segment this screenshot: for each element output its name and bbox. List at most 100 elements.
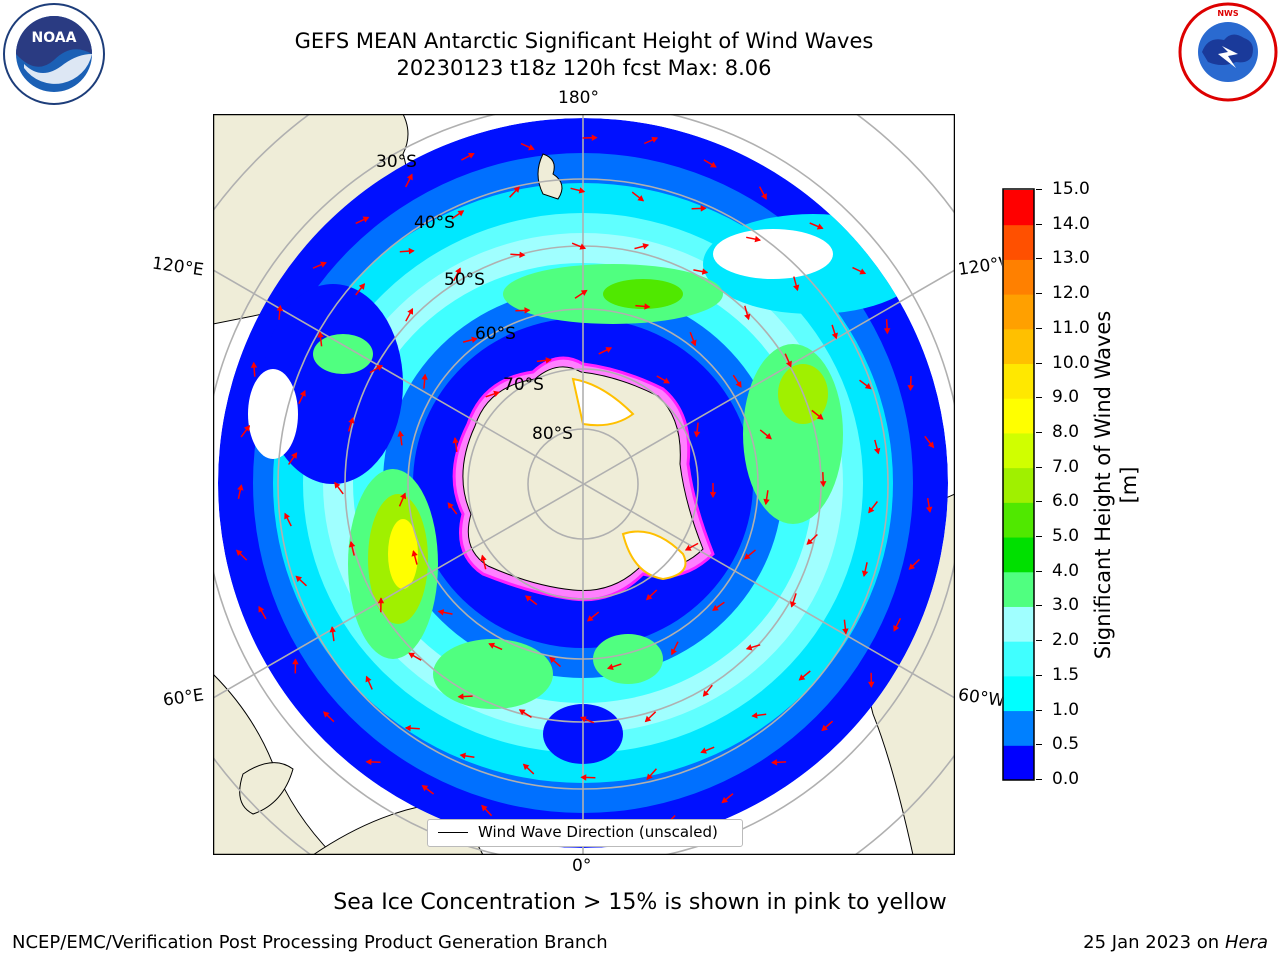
colorbar-label: Significant Height of Wind Waves [m] [1091, 310, 1141, 660]
map-subtitle: 20230123 t18z 120h fcst Max: 8.06 [396, 56, 772, 80]
colorbar-tick-label: 12.0 [1052, 283, 1090, 304]
colorbar-segment [1003, 641, 1034, 677]
wave-direction-arrowhead [684, 544, 692, 551]
wave-direction-arrowhead [709, 492, 717, 499]
colorbar-tick-label: 15.0 [1052, 179, 1090, 199]
wave-direction-arrowhead [452, 436, 459, 444]
wave-direction-arrowhead [842, 628, 849, 635]
wave-direction-arrowhead [925, 506, 933, 513]
wave-direction-arrowhead [690, 339, 697, 347]
wave-direction-arrowhead [651, 136, 659, 143]
colorbar-tick-label: 3.0 [1052, 595, 1080, 616]
lat-label-30s: 30°S [376, 152, 417, 172]
wave-direction-arrowhead [591, 134, 598, 141]
wave-direction-arrowhead [455, 267, 461, 275]
wave-direction-arrowhead [493, 390, 500, 397]
wave-direction-arrowhead [437, 609, 445, 616]
colorbar-segment [1003, 432, 1034, 469]
wave-direction-arrowhead [607, 663, 614, 670]
wave-direction-arrowhead [831, 332, 838, 340]
wave-direction-arrowhead [320, 261, 327, 268]
map-legend: Wind Wave Direction (unscaled) [427, 819, 743, 847]
colorbar-tick-mark [1036, 466, 1042, 468]
wave-direction-arrowhead [586, 615, 594, 622]
colorbar-tick-label: 10.0 [1052, 352, 1090, 373]
colorbar-segment [1003, 398, 1034, 434]
wave-direction-arrowhead [348, 540, 356, 548]
wave-direction-arrowhead [488, 642, 495, 649]
colorbar-tick-label: 5.0 [1052, 526, 1080, 547]
wave-direction-arrowhead [481, 804, 488, 812]
lat-label-80s: 80°S [532, 424, 573, 444]
colorbar-tick-mark [1036, 536, 1042, 538]
weddell-ice [621, 530, 687, 581]
wave-direction-arrowhead [524, 595, 532, 602]
wave-direction-arrowhead [406, 173, 413, 181]
footer-branch: NCEP/EMC/Verification Post Processing Pr… [12, 932, 608, 953]
legend-text: Wind Wave Direction (unscaled) [478, 823, 718, 841]
madagascar-land [239, 762, 294, 815]
wave-direction-arrowhead [580, 774, 587, 781]
wave-direction-arrowhead [459, 752, 466, 760]
wave-direction-arrowhead [291, 452, 298, 459]
wave-direction-arrowhead [237, 484, 244, 491]
wave-direction-arrowhead [522, 763, 530, 771]
wave-direction-arrowhead [642, 243, 650, 250]
wave-direction-arrowhead [700, 747, 707, 754]
wave-direction-arrowhead [868, 506, 875, 514]
colorbar-tick-mark [1036, 327, 1042, 329]
wave-direction-arrowhead [299, 390, 306, 397]
wave-direction-arrowhead [317, 331, 324, 338]
wave-direction-arrowhead [365, 758, 372, 766]
wave-direction-arrowhead [637, 195, 645, 202]
lat-label-60s: 60°S [475, 324, 516, 344]
colorbar-tick-label: 6.0 [1052, 491, 1080, 512]
wave-direction-arrowhead [751, 712, 758, 719]
wave-direction-arrowhead [859, 268, 867, 275]
wave-direction-arrowhead [580, 289, 588, 296]
wave-direction-arrowhead [798, 674, 806, 681]
colorbar-tick-mark [1036, 570, 1042, 572]
colorbar-tick-mark [1036, 605, 1042, 607]
wave-direction-arrowhead [743, 553, 751, 560]
svg-text:NWS: NWS [1217, 9, 1239, 18]
sea-ice-caption: Sea Ice Concentration > 15% is shown in … [333, 890, 947, 915]
colorbar-segment [1003, 537, 1034, 573]
wave-direction-arrowhead [821, 724, 828, 732]
wave-direction-arrowhead [761, 193, 767, 200]
lon-label-60e: 60°E [161, 685, 206, 711]
colorbar-tick-mark [1036, 501, 1042, 503]
colorbar-tick-label: 0.0 [1052, 769, 1080, 789]
colorbar-segment [1003, 224, 1034, 260]
wave-direction-arrowhead [545, 357, 552, 364]
wave-direction-arrowhead [644, 303, 651, 310]
wave-direction-arrowhead [524, 307, 531, 314]
wave-direction-arrowhead [701, 268, 709, 275]
wave-direction-arrowhead [908, 563, 916, 570]
colorbar-segment [1003, 502, 1034, 538]
wave-direction-arrowhead [861, 570, 869, 578]
colorbar-segment [1003, 363, 1034, 399]
map-title: GEFS MEAN Antarctic Significant Height o… [294, 29, 874, 53]
wave-direction-arrowhead [362, 216, 370, 223]
lon-label-120w: 120°W [956, 254, 1004, 280]
nws-logo: NWS [1178, 2, 1278, 102]
colorbar-segment [1003, 571, 1034, 607]
wave-direction-arrowhead [671, 648, 677, 656]
colorbar-tick-label: 0.5 [1052, 734, 1080, 755]
wave-direction-arrowhead [806, 538, 814, 545]
wave-direction-arrowhead [646, 773, 653, 781]
wave-direction-arrowhead [693, 431, 701, 438]
graticule [213, 114, 955, 855]
wave-direction-arrowhead [868, 681, 875, 688]
wave-direction-arrowhead [358, 283, 366, 290]
colorbar-segment [1003, 710, 1034, 746]
wave-direction-arrowhead [605, 347, 613, 353]
wave-direction-arrowhead [700, 205, 707, 212]
colorbar-tick-mark [1036, 397, 1042, 399]
wave-direction-arrowhead [404, 724, 411, 732]
wave-direction-arrowhead [376, 365, 383, 371]
colorbar-tick-label: 13.0 [1052, 248, 1090, 269]
wave-direction-arrowhead [893, 624, 900, 632]
wave-direction-arrowhead [467, 152, 475, 159]
